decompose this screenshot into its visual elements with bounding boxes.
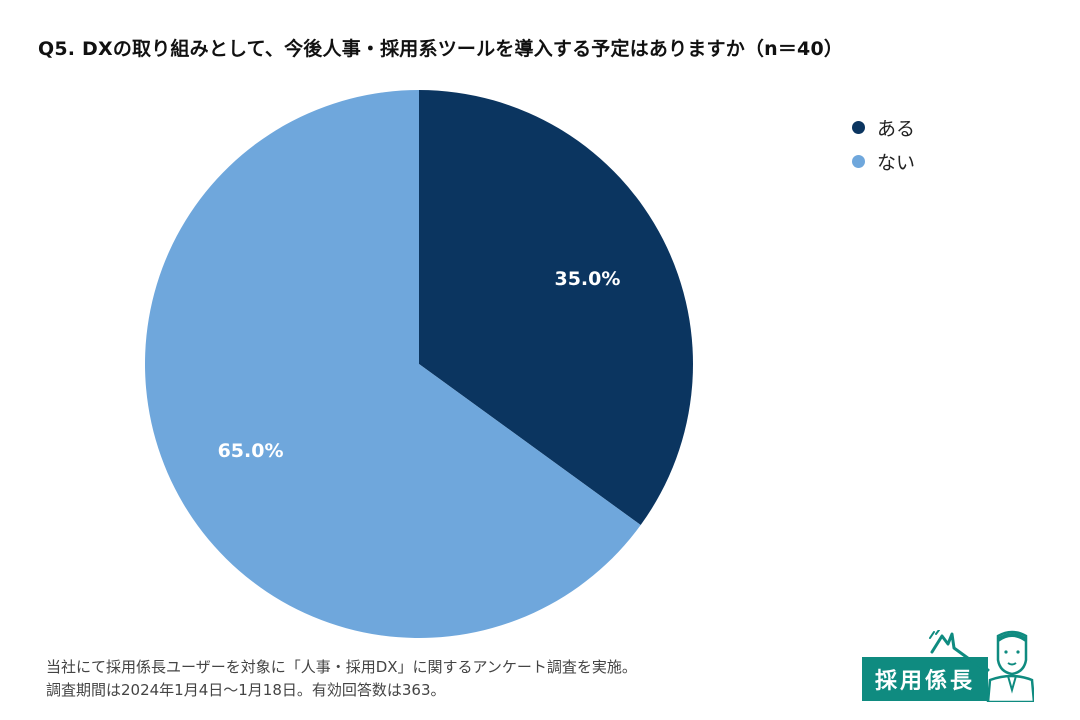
footnote-line-1: 当社にて採用係長ユーザーを対象に「人事・採用DX」に関するアンケート調査を実施。 xyxy=(46,658,637,676)
legend-swatch-aru xyxy=(852,120,865,134)
pie-slice-1 xyxy=(144,90,641,638)
waving-man-icon xyxy=(929,630,1034,702)
pie-slice-0 xyxy=(419,90,693,526)
pie-label-1: 65.0% xyxy=(218,440,284,462)
legend-swatch-nai xyxy=(852,154,865,168)
pie-label-0: 35.0% xyxy=(554,268,620,290)
legend-item-aru: ある xyxy=(852,110,915,144)
footnote-line-2: 調査期間は2024年1月4日〜1月18日。有効回答数は363。 xyxy=(46,681,446,699)
legend-item-nai: ない xyxy=(852,144,915,178)
logo-text: 採用係長 xyxy=(862,657,988,701)
footnote: 当社にて採用係長ユーザーを対象に「人事・採用DX」に関するアンケート調査を実施。… xyxy=(46,656,637,702)
legend: ある ない xyxy=(852,110,915,178)
legend-label-nai: ない xyxy=(877,151,916,174)
brand-logo: 採用係長 xyxy=(862,630,1034,702)
legend-label-aru: ある xyxy=(877,117,916,140)
chart-title: Q5. DXの取り組みとして、今後人事・採用系ツールを導入する予定はありますか（… xyxy=(38,38,844,60)
